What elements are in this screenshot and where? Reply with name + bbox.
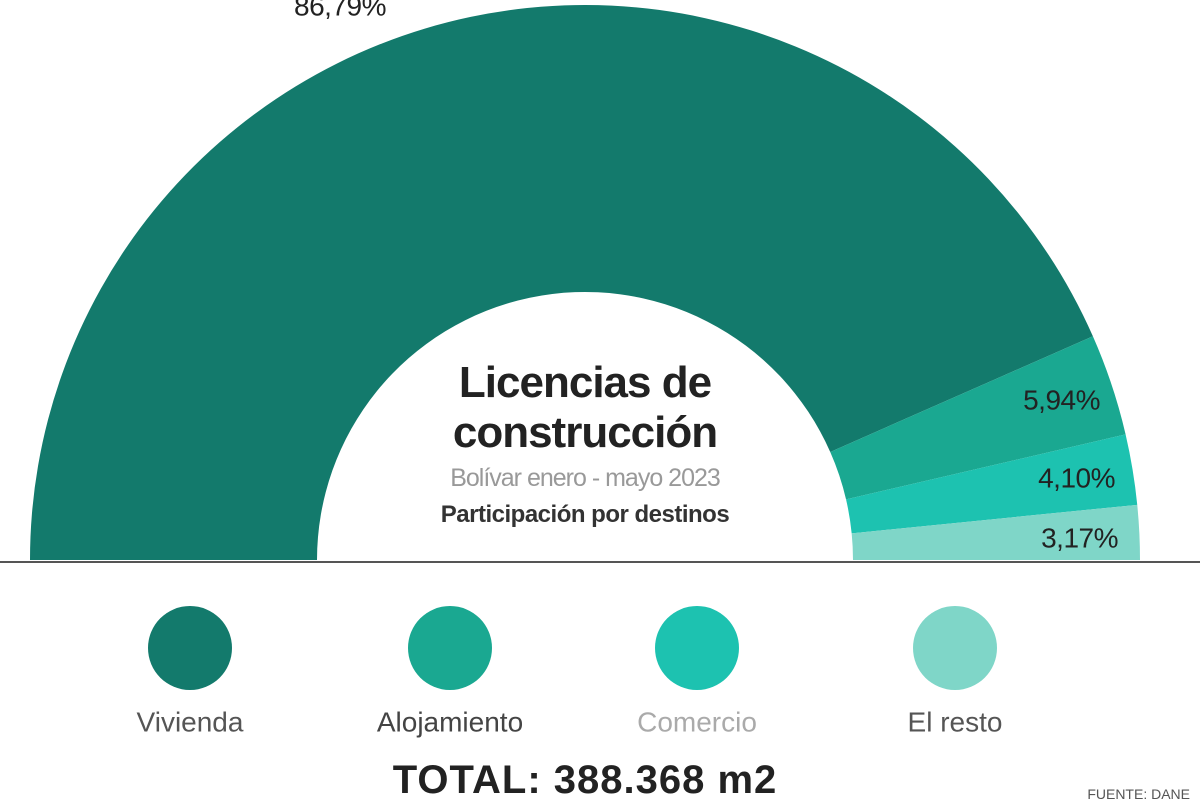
chart-caption: Participación por destinos [440,501,730,528]
source: FUENTE: DANE [1087,786,1190,802]
legend-label: El resto [908,706,1003,737]
value-label: 4,10% [1038,462,1115,493]
legend-swatch [408,606,492,690]
legend-label: Alojamiento [377,706,523,737]
slice [846,434,1138,534]
value-label: 86,79% [294,0,386,21]
legend-swatch [655,606,739,690]
slice [851,504,1140,560]
legend-swatch [148,606,232,690]
value-label: 3,17% [1041,522,1118,553]
slice [830,336,1126,500]
total: TOTAL: 388.368 m2 [392,758,778,802]
value-label: 5,94% [1023,384,1100,415]
chart-title: Licencias de construcción [452,358,718,457]
legend-label: Vivienda [137,706,244,737]
chart-subtitle: Bolívar enero - mayo 2023 [450,464,721,492]
legend-swatch [913,606,997,690]
center-block: Licencias de construcción Bolívar enero … [400,358,770,529]
legend-label: Comercio [637,706,757,737]
slice [30,4,1093,560]
